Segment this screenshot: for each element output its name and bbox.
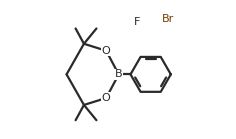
Text: B: B bbox=[115, 69, 122, 79]
Text: O: O bbox=[102, 93, 110, 103]
Text: Br: Br bbox=[161, 14, 174, 24]
Text: F: F bbox=[134, 17, 140, 27]
Text: O: O bbox=[102, 46, 110, 56]
